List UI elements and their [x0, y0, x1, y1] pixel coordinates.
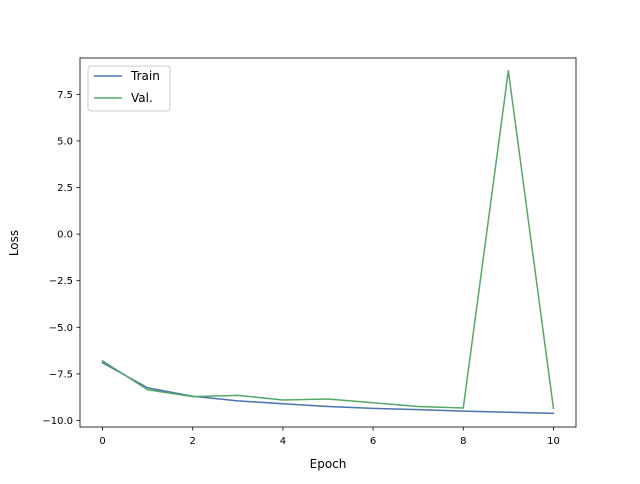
legend-frame	[87, 65, 171, 112]
y-tick-label: −2.5	[49, 276, 73, 287]
y-tick-label: 7.5	[57, 90, 73, 101]
x-tick-label: 6	[370, 436, 376, 447]
x-tick-label: 10	[547, 436, 560, 447]
axes-frame	[79, 57, 577, 428]
legend-label-val: Val.	[131, 91, 153, 105]
plot-area: 0 2 4 6 8 10 −10.0 −7.5 −5.0 −2.5 0.0 2.5 5.0 7.5	[42, 57, 577, 447]
x-tick-label: 0	[99, 436, 105, 447]
y-tick-label: −10.0	[42, 416, 73, 427]
legend-label-train: Train	[130, 69, 160, 83]
y-tick-label: −5.0	[49, 323, 73, 334]
series-line-train	[101, 361, 555, 415]
y-tick-label: 5.0	[57, 136, 73, 147]
x-tick-label: 8	[460, 436, 466, 447]
legend: Train Val.	[87, 65, 171, 112]
y-axis-label: Loss	[7, 230, 21, 256]
x-tick-label: 2	[190, 436, 196, 447]
y-tick-label: 2.5	[57, 183, 73, 194]
y-tick-label: 0.0	[57, 230, 73, 241]
x-tick-label: 4	[280, 436, 286, 447]
y-tick-label: −7.5	[49, 369, 73, 380]
x-axis-label: Epoch	[310, 457, 347, 471]
series-line-val	[101, 69, 555, 410]
